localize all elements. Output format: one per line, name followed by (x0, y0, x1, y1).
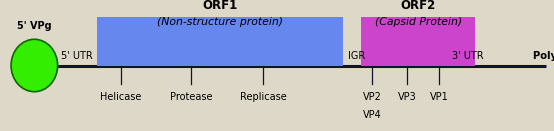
Text: VP4: VP4 (363, 110, 382, 120)
Text: Poly (A): Poly (A) (533, 51, 554, 61)
Text: Protease: Protease (170, 92, 212, 102)
Text: Replicase: Replicase (240, 92, 286, 102)
Text: 5' VPg: 5' VPg (17, 21, 52, 31)
Text: 3' UTR: 3' UTR (452, 51, 484, 61)
Text: IGR: IGR (347, 51, 365, 61)
Text: (Non-structure protein): (Non-structure protein) (157, 17, 283, 27)
Text: VP3: VP3 (398, 92, 417, 102)
Text: ORF2: ORF2 (401, 0, 436, 12)
Text: (Capsid Protein): (Capsid Protein) (375, 17, 462, 27)
Text: Helicase: Helicase (100, 92, 141, 102)
Ellipse shape (11, 39, 58, 92)
Text: 5' UTR: 5' UTR (60, 51, 93, 61)
Text: ORF1: ORF1 (202, 0, 238, 12)
Text: VP1: VP1 (430, 92, 449, 102)
Text: VP2: VP2 (363, 92, 382, 102)
FancyBboxPatch shape (97, 17, 343, 66)
FancyBboxPatch shape (361, 17, 475, 66)
